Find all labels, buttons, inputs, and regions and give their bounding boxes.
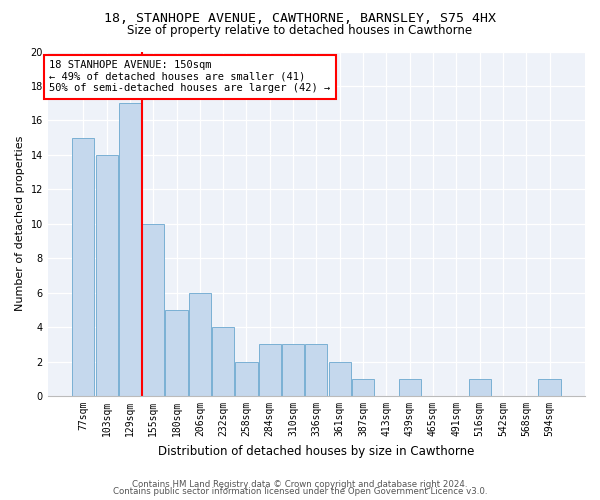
Bar (329, 362, 351, 396)
Bar (166, 310, 188, 396)
Text: 18, STANHOPE AVENUE, CAWTHORNE, BARNSLEY, S75 4HX: 18, STANHOPE AVENUE, CAWTHORNE, BARNSLEY… (104, 12, 496, 26)
Bar (72, 138, 94, 396)
Bar (469, 379, 491, 396)
Bar (119, 103, 141, 396)
Bar (189, 292, 211, 396)
Bar (95, 155, 118, 396)
Bar (142, 224, 164, 396)
Bar (398, 379, 421, 396)
Text: 18 STANHOPE AVENUE: 150sqm
← 49% of detached houses are smaller (41)
50% of semi: 18 STANHOPE AVENUE: 150sqm ← 49% of deta… (49, 60, 331, 94)
Text: Contains HM Land Registry data © Crown copyright and database right 2024.: Contains HM Land Registry data © Crown c… (132, 480, 468, 489)
Text: Contains public sector information licensed under the Open Government Licence v3: Contains public sector information licen… (113, 487, 487, 496)
Bar (282, 344, 304, 396)
Bar (212, 327, 234, 396)
Y-axis label: Number of detached properties: Number of detached properties (15, 136, 25, 312)
X-axis label: Distribution of detached houses by size in Cawthorne: Distribution of detached houses by size … (158, 444, 475, 458)
Bar (259, 344, 281, 396)
Bar (352, 379, 374, 396)
Bar (538, 379, 560, 396)
Bar (305, 344, 328, 396)
Bar (235, 362, 257, 396)
Text: Size of property relative to detached houses in Cawthorne: Size of property relative to detached ho… (127, 24, 473, 37)
